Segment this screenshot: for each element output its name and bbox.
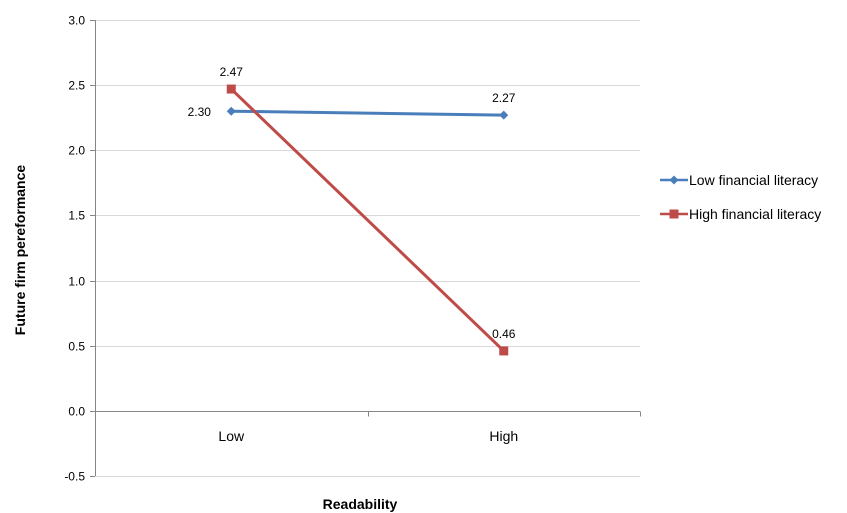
point-marker-diamond	[226, 106, 236, 116]
point-marker-square	[226, 84, 236, 94]
y-tick-label: 1.5	[68, 209, 85, 223]
y-tick-label: -0.5	[64, 470, 85, 484]
y-axis-title: Future firm pereformance	[12, 165, 28, 336]
data-label: 2.27	[492, 91, 516, 105]
data-label: 2.30	[188, 105, 212, 119]
y-tick-label: 2.5	[68, 79, 85, 93]
legend-label: Low financial literacy	[689, 172, 818, 188]
y-tick-labels: -0.5 0.0 0.5 1.0 1.5 2.0 2.5 3.0	[64, 14, 85, 484]
legend-swatch-diamond	[669, 175, 679, 185]
y-tick-label: 0.0	[68, 405, 85, 419]
series-lines	[226, 84, 509, 356]
x-axis-title: Readability	[323, 496, 398, 512]
y-tick-label: 0.5	[68, 340, 85, 354]
series-line-0	[231, 109, 504, 117]
y-tick-label: 3.0	[68, 14, 85, 28]
y-tick-label: 2.0	[68, 144, 85, 158]
data-label: 0.46	[492, 327, 516, 341]
point-marker-diamond	[499, 110, 509, 120]
series-line-1	[230, 87, 505, 353]
x-tick-labels: Low High	[218, 428, 518, 444]
x-tick-label: Low	[218, 428, 245, 444]
legend-item-low-financial-literacy: Low financial literacy	[660, 172, 818, 188]
y-tick-label: 1.0	[68, 275, 85, 289]
x-tick-label: High	[489, 428, 518, 444]
point-marker-square	[499, 346, 509, 356]
legend-label: High financial literacy	[689, 206, 821, 222]
data-labels: 2.30 2.27 2.47 0.46	[188, 65, 516, 341]
data-label: 2.47	[220, 65, 244, 79]
legend: Low financial literacy High financial li…	[660, 172, 821, 222]
axes	[90, 20, 641, 477]
legend-swatch-square	[669, 209, 679, 219]
gridlines	[95, 20, 640, 477]
legend-item-high-financial-literacy: High financial literacy	[660, 206, 821, 222]
